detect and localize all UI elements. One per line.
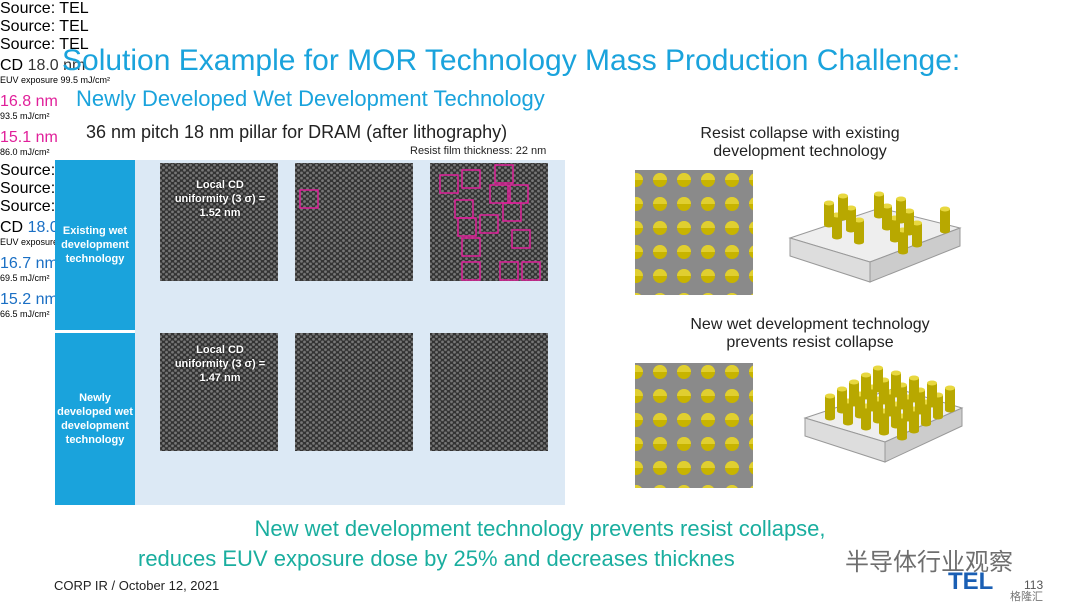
cell: 16.7 nm 69.5 mJ/cm²	[0, 252, 135, 288]
pillar	[940, 206, 950, 234]
cd-value: 16.7 nm	[0, 255, 58, 272]
source: Source: TEL	[0, 0, 89, 17]
3d-blocks	[788, 191, 964, 463]
pillar	[912, 220, 922, 248]
cd-line: 16.8 nm	[0, 93, 135, 111]
cell: 15.1 nm 86.0 mJ/cm²	[0, 126, 141, 162]
dose: 69.5 mJ/cm²	[0, 273, 50, 283]
row-label: Newly developed wet development technolo…	[55, 333, 135, 505]
cd-value: 18.0 nm	[27, 57, 86, 74]
source: Source: TEL	[0, 18, 89, 35]
dose: EUV exposure 99.5 mJ/cm²	[0, 75, 111, 85]
dose: 66.5 mJ/cm²	[0, 309, 50, 319]
row-label: Existing wet development technology	[55, 160, 135, 330]
cd-line: 15.2 nm	[0, 291, 141, 309]
pillar	[854, 217, 864, 245]
defect-boxes	[299, 164, 541, 281]
cd-prefix: CD	[0, 57, 24, 74]
logo: TEL	[948, 568, 994, 595]
watermark-small: 格隆汇	[1010, 591, 1043, 603]
pillar	[846, 205, 856, 233]
right-caption: New wet development technology prevents …	[690, 316, 930, 351]
pillar	[837, 386, 847, 414]
cd-line: 16.7 nm	[0, 255, 135, 273]
pillar	[904, 208, 914, 236]
top-view-new	[635, 363, 753, 488]
top-view-collapse	[635, 170, 753, 295]
subtitle: Newly Developed Wet Development Technolo…	[76, 86, 545, 111]
pillar	[873, 365, 883, 393]
sem-images	[160, 163, 548, 451]
title: Solution Example for MOR Technology Mass…	[62, 44, 961, 77]
cell: CD 18.0 nm EUV exposure 99.5 mJ/cm²	[0, 54, 146, 90]
page-number: 113	[1024, 578, 1044, 592]
cd-line: CD 18.0 nm	[0, 57, 146, 75]
pillar	[824, 200, 834, 228]
dose: 86.0 mJ/cm²	[0, 147, 50, 157]
pillar	[874, 191, 884, 219]
pillar	[882, 203, 892, 231]
cell: 16.8 nm 93.5 mJ/cm²	[0, 90, 135, 126]
cd-prefix: CD	[0, 219, 24, 236]
pillar	[927, 380, 937, 408]
dose: 93.5 mJ/cm²	[0, 111, 50, 121]
conclusion: reduces EUV exposure dose by 25% and dec…	[138, 546, 735, 571]
pillar	[861, 372, 871, 400]
pillar	[849, 379, 859, 407]
pillar	[909, 375, 919, 403]
footer-date: CORP IR / October 12, 2021	[54, 578, 220, 593]
pillar	[838, 193, 848, 221]
cd-value: 15.2 nm	[0, 291, 58, 308]
table-caption: 36 nm pitch 18 nm pillar for DRAM (after…	[86, 122, 508, 142]
overlay-text: Local CD uniformity (3 σ) = 1.52 nm	[174, 179, 266, 219]
pillar	[825, 393, 835, 421]
cell: 15.2 nm 66.5 mJ/cm²	[0, 288, 141, 324]
pillar	[896, 196, 906, 224]
watermark: 半导体行业观察	[845, 549, 1013, 576]
pillar	[945, 385, 955, 413]
cd-value: 15.1 nm	[0, 129, 58, 146]
cd-line: 15.1 nm	[0, 129, 141, 147]
cd-value: 16.8 nm	[0, 93, 58, 110]
right-caption: Resist collapse with existing developmen…	[700, 125, 900, 160]
overlay-text: Local CD uniformity (3 σ) = 1.47 nm	[174, 344, 266, 384]
conclusion: New wet development technology prevents …	[254, 516, 826, 541]
source: Source: TEL	[0, 36, 89, 53]
pillar	[891, 370, 901, 398]
note: Resist film thickness: 22 nm	[410, 145, 547, 157]
